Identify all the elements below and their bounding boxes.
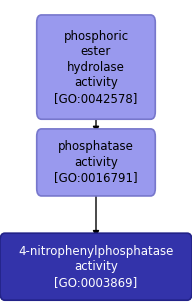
- FancyBboxPatch shape: [37, 129, 155, 196]
- FancyBboxPatch shape: [0, 233, 192, 300]
- Text: phosphatase
activity
[GO:0016791]: phosphatase activity [GO:0016791]: [54, 140, 138, 185]
- Text: phosphoric
ester
hydrolase
activity
[GO:0042578]: phosphoric ester hydrolase activity [GO:…: [54, 29, 138, 105]
- FancyBboxPatch shape: [37, 15, 155, 119]
- Text: 4-nitrophenylphosphatase
activity
[GO:0003869]: 4-nitrophenylphosphatase activity [GO:00…: [18, 245, 174, 289]
